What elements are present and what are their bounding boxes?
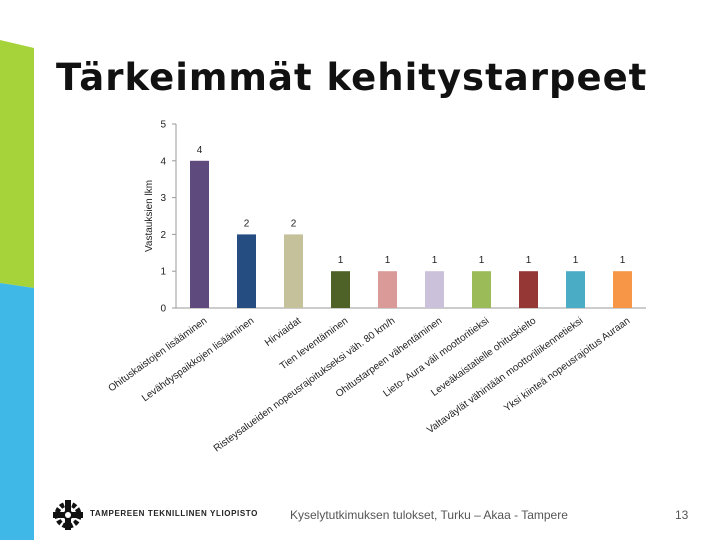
x-category-label: Hirviaidat [263,315,303,349]
y-axis-ticks: 0 1 2 3 4 5 [160,120,176,315]
data-label: 4 [197,145,203,156]
blue-accent-shape [0,283,34,540]
data-label: 1 [573,255,579,266]
bar [566,271,585,308]
bar [425,271,444,308]
bars [190,160,632,308]
data-label: 1 [385,255,391,266]
university-logo [50,498,86,532]
bar [284,234,303,308]
y-axis-label: Vastauksien lkm [144,180,155,252]
slide-title: Tärkeimmät kehitystarpeet [56,56,648,99]
page-number: 13 [675,508,689,522]
y-tick-label: 1 [160,267,166,278]
bar [190,160,209,308]
data-label: 1 [620,255,626,266]
data-label: 2 [291,218,297,229]
footer-text: Kyselytutkimuksen tulokset, Turku – Akaa… [290,508,568,522]
bar [331,271,350,308]
footer-organization: TAMPEREEN TEKNILLINEN YLIOPISTO [90,509,258,518]
data-label: 1 [338,255,344,266]
bar [472,271,491,308]
green-accent-shape [0,40,34,288]
data-label: 1 [479,255,485,266]
x-axis-labels: Ohituskaistojen lisääminenLevähdyspaikko… [107,315,633,454]
data-label: 1 [432,255,438,266]
bar [237,234,256,308]
bar [613,271,632,308]
y-tick-label: 4 [160,156,166,167]
bar [519,271,538,308]
y-tick-label: 0 [160,304,166,315]
y-tick-label: 2 [160,230,166,241]
y-tick-label: 3 [160,193,166,204]
left-accent-band [0,0,34,540]
y-tick-label: 5 [160,120,166,131]
data-label: 2 [244,218,250,229]
data-labels: 4 2 2 1 1 1 1 1 1 1 [197,145,626,266]
data-label: 1 [526,255,532,266]
bar [378,271,397,308]
